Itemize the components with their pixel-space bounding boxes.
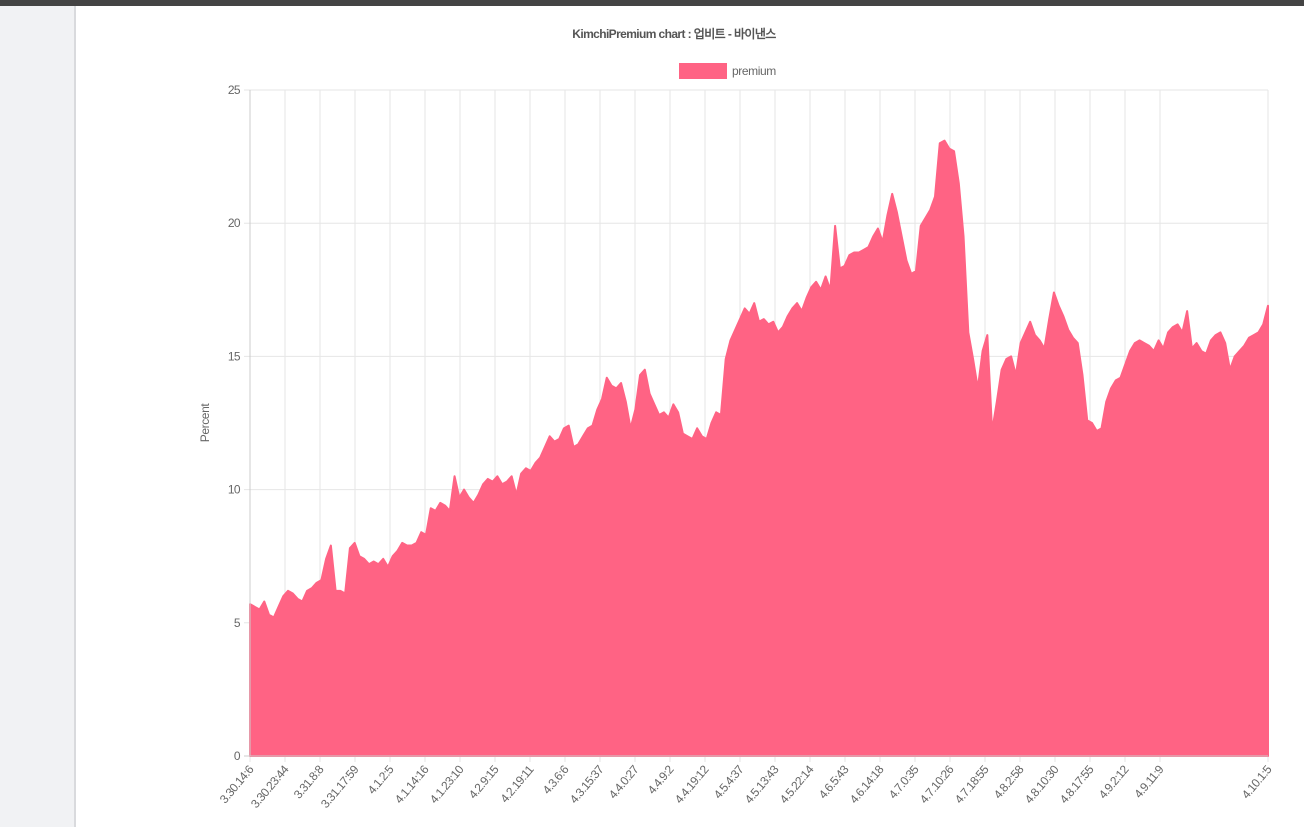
y-tick-label: 10	[228, 483, 241, 497]
x-tick-label: 4.6.5:43	[816, 762, 852, 801]
x-tick-label: 3.30.23:44	[248, 762, 292, 811]
x-tick-label: 4.4.9:2	[645, 762, 677, 797]
y-tick-label: 25	[228, 83, 241, 97]
x-tick-label: 4.3.15:37	[567, 762, 607, 806]
legend-swatch-premium[interactable]	[679, 63, 727, 79]
x-tick-label: 4.1.2:5	[365, 762, 397, 797]
x-tick-labels: 3.30.14:63.30.23:44 3.31.8:83.31.17:59 4.1…	[217, 762, 1275, 811]
y-tick-label: 5	[234, 616, 241, 630]
top-bar	[0, 0, 1304, 6]
chart-title: KimchiPremium chart : 업비트 - 바이낸스	[572, 26, 776, 41]
area-layer	[249, 139, 1269, 757]
x-tick-label: 4.4.0:27	[606, 762, 642, 801]
x-tick-label: 4.6.14:18	[847, 762, 887, 806]
x-tick-label: 3.31.8:8	[291, 762, 327, 801]
legend-label-premium[interactable]: premium	[732, 64, 777, 78]
x-tick-label: 4.10.1:5	[1239, 762, 1275, 801]
y-tick-label: 15	[228, 349, 241, 363]
x-tick-label: 4.9.2:12	[1096, 762, 1132, 801]
x-tick-label: 4.4.19:12	[672, 762, 712, 806]
left-gutter	[0, 6, 74, 827]
x-tick-label: 4.7.18:55	[952, 762, 992, 806]
x-tick-label: 4.5.4:37	[711, 762, 747, 801]
premium-area	[249, 139, 1269, 757]
x-tick-label: 4.7.0:35	[886, 762, 922, 801]
y-tick-label: 20	[228, 216, 241, 230]
y-tick-label: 0	[234, 749, 241, 763]
x-tick-label: 4.3.6:6	[540, 762, 572, 797]
x-tick-label: 3.31.17:59	[318, 762, 362, 811]
x-tick-label: 4.1.23:10	[427, 762, 467, 806]
y-axis-title: Percent	[198, 403, 212, 443]
legend[interactable]: premium	[679, 63, 777, 79]
x-tick-label: 4.8.2:58	[991, 762, 1027, 801]
premium-chart: KimchiPremium chart : 업비트 - 바이낸스 premium…	[198, 26, 1275, 811]
x-tick-label: 4.8.10:30	[1022, 762, 1062, 806]
y-tick-labels: 0 5 10 15 20 25	[228, 83, 242, 763]
x-tick-label: 4.2.19:11	[497, 762, 536, 805]
axis-layer	[244, 90, 1268, 757]
x-tick-label: 4.5.13:43	[742, 762, 782, 806]
x-tick-label: 4.2.9:15	[466, 762, 502, 801]
x-tick-label: 4.7.10:26	[917, 762, 957, 806]
x-tick-label: 4.1.14:16	[392, 762, 432, 806]
chart-panel: KimchiPremium chart : 업비트 - 바이낸스 premium…	[74, 6, 1304, 827]
x-tick-label: 4.5.22:14	[777, 762, 817, 806]
x-tick-label: 4.9.11:9	[1131, 762, 1167, 801]
x-tick-label: 4.8.17:55	[1057, 762, 1097, 806]
